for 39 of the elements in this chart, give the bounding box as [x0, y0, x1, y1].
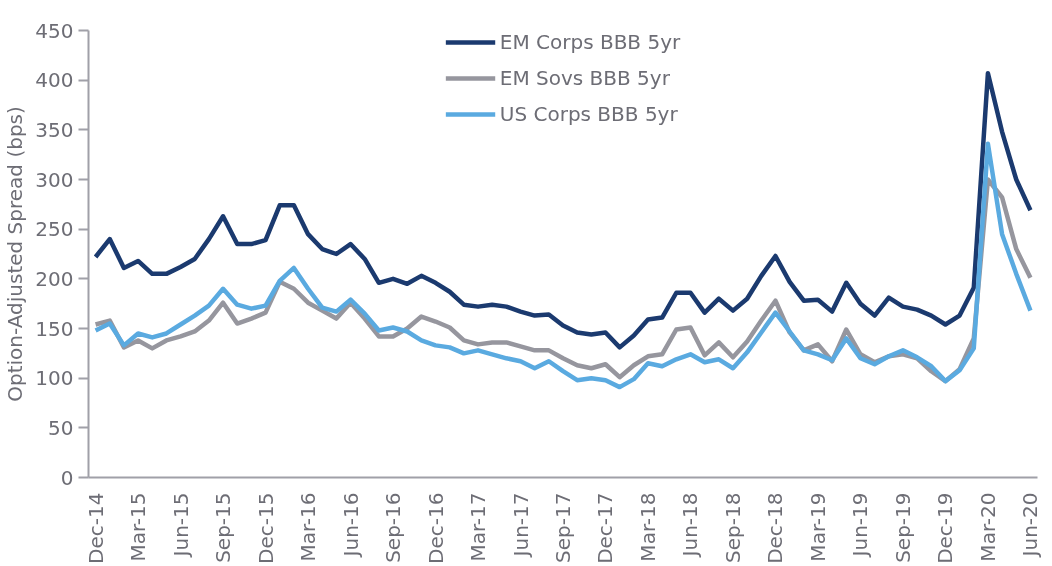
x-tick-label: Dec-19 [933, 492, 958, 564]
x-tick-label: Mar-16 [296, 492, 321, 562]
x-tick-label: Dec-16 [423, 492, 448, 564]
x-tick-label: Dec-18 [763, 492, 788, 564]
x-tick-label: Dec-15 [253, 492, 278, 564]
x-tick-label: Jun-18 [678, 492, 703, 559]
y-tick-label: 450 [35, 18, 74, 43]
y-tick-label: 50 [48, 415, 74, 440]
x-tick-label: Sep-19 [890, 492, 915, 563]
x-tick-label: Jun-16 [338, 492, 363, 559]
y-tick-label: 350 [35, 117, 74, 142]
x-tick-label: Mar-15 [126, 492, 151, 562]
y-tick-label: 150 [35, 316, 74, 341]
line-series [93, 70, 1033, 350]
x-tick-label: Mar-17 [466, 492, 491, 562]
y-tick-label: 400 [35, 68, 74, 93]
x-tick-label: Jun-20 [1018, 492, 1043, 559]
x-tick-label: Jun-15 [168, 492, 193, 559]
y-tick-label: 250 [35, 217, 74, 242]
x-tick-label: Dec-17 [593, 492, 618, 564]
x-tick-label: Dec-14 [83, 492, 108, 564]
x-tick-label: Jun-19 [848, 492, 873, 559]
x-tick-label: Jun-17 [508, 492, 533, 559]
line-series [93, 141, 1033, 390]
y-tick-label: 300 [35, 167, 74, 192]
x-tick-label: Mar-19 [805, 492, 830, 562]
legend-label: EM Corps BBB 5yr [499, 30, 681, 54]
x-tick-label: Sep-15 [211, 492, 236, 563]
y-tick-label: 100 [35, 366, 74, 391]
y-tick-label: 200 [35, 266, 74, 291]
legend-label: US Corps BBB 5yr [499, 102, 678, 126]
x-tick-label: Mar-18 [635, 492, 660, 562]
y-axis-title: Option-Adjusted Spread (bps) [3, 106, 28, 402]
x-tick-label: Sep-17 [551, 492, 575, 563]
x-tick-label: Sep-16 [381, 492, 406, 563]
legend-label: EM Sovs BBB 5yr [499, 66, 670, 90]
y-tick-label: 0 [60, 465, 74, 490]
x-tick-label: Mar-20 [975, 492, 1000, 562]
x-tick-label: Sep-18 [720, 492, 745, 563]
